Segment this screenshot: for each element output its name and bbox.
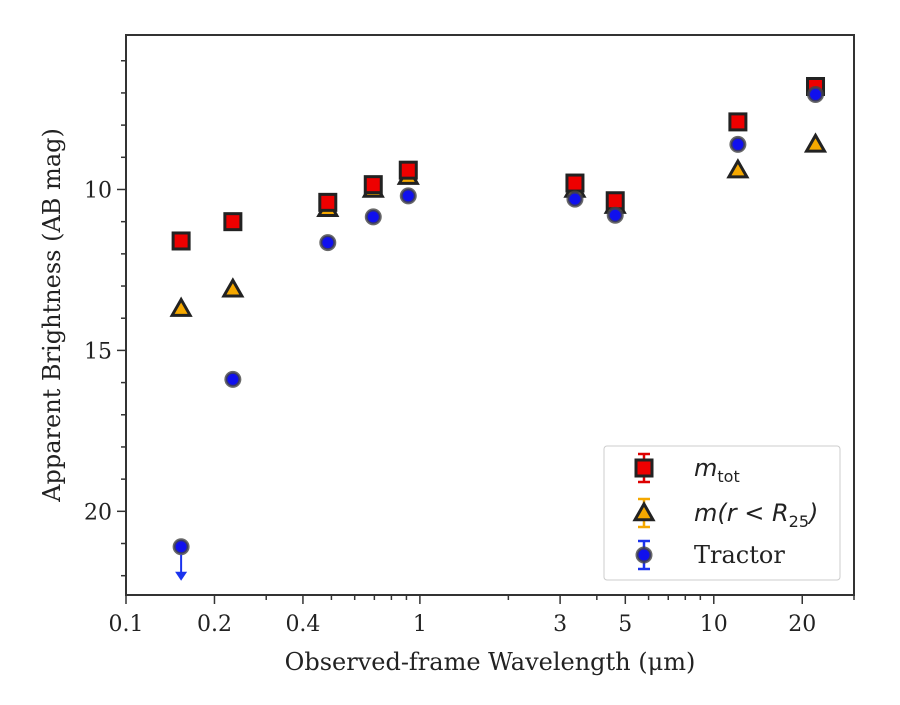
legend-box	[603, 445, 841, 581]
legend: mtot m(r < R25) Tractor	[603, 445, 841, 581]
legend-marker	[634, 458, 654, 478]
upper-limit-arrowhead	[175, 571, 188, 581]
x-axis-ticks: 0.1 0.2 0.4 1 3 5 10 20	[109, 595, 855, 637]
y-axis-label: Apparent Brightness (AB mag)	[38, 128, 66, 503]
plot-frame	[125, 34, 855, 596]
legend-label: mtot	[694, 454, 740, 486]
tractor-point	[319, 234, 337, 252]
mtot-point	[605, 191, 625, 211]
y-tick-label: 10	[84, 178, 112, 203]
y-axis-ticks: 10 15 20	[84, 59, 126, 577]
x-tick-label: 10	[700, 612, 728, 637]
legend-items: mtot m(r < R25) Tractor	[632, 452, 818, 571]
tractor-point	[172, 538, 190, 556]
tractor-point	[729, 135, 747, 153]
mtot-point	[223, 212, 243, 232]
tractor-point	[566, 190, 584, 208]
mtot-point	[565, 173, 585, 193]
m-r25-point	[169, 296, 193, 317]
mtot-point	[363, 175, 383, 195]
x-tick-label: 20	[788, 612, 816, 637]
x-tick-label: 0.4	[285, 612, 320, 637]
m-r25-point	[803, 132, 828, 153]
mtot-point	[171, 231, 191, 251]
legend-marker	[635, 546, 653, 564]
legend-label: m(r < R25)	[694, 499, 818, 531]
legend-label: Tractor	[694, 541, 785, 569]
x-tick-label: 5	[618, 612, 632, 637]
m-r25-point	[726, 158, 750, 179]
y-tick-label: 15	[84, 339, 112, 364]
x-tick-label: 0.2	[197, 612, 232, 637]
y-tick-label: 20	[84, 500, 112, 525]
legend-marker	[632, 500, 656, 522]
tractor-point	[224, 370, 242, 388]
tractor-point	[807, 86, 825, 104]
mtot-point	[398, 160, 418, 180]
x-tick-label: 1	[413, 612, 427, 637]
m-r25-point	[221, 277, 245, 298]
tractor-point	[364, 208, 382, 226]
mtot-point	[728, 112, 748, 132]
data-points	[169, 76, 828, 581]
mtot-point	[318, 192, 338, 212]
x-tick-label: 0.1	[109, 612, 144, 637]
x-axis-label: Observed-frame Wavelength (μm)	[285, 648, 696, 676]
x-tick-label: 3	[553, 612, 567, 637]
tractor-point	[399, 187, 417, 205]
tractor-point	[606, 206, 624, 224]
